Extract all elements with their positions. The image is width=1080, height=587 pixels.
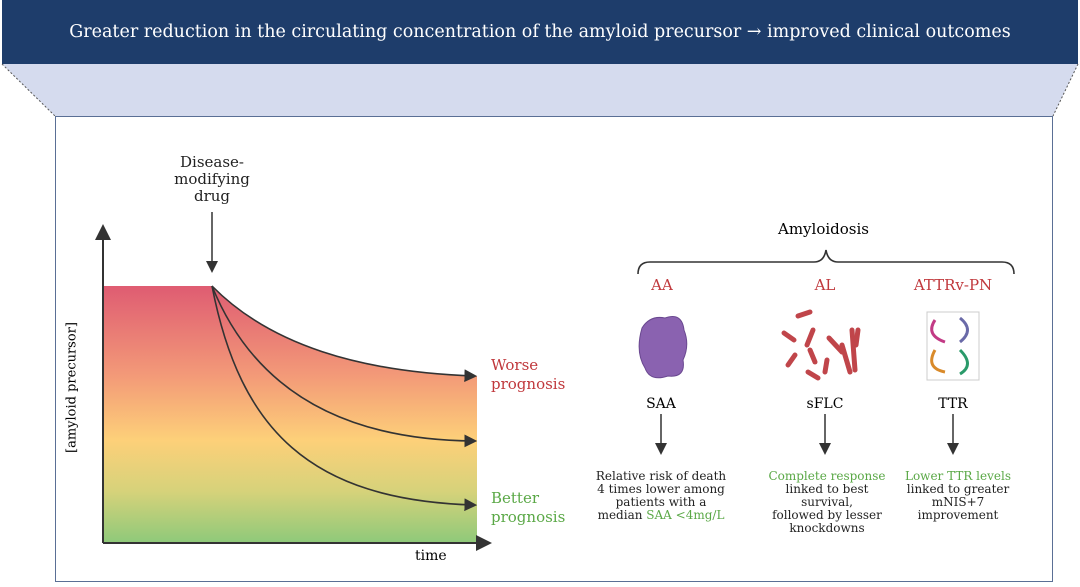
outcome-al-text: linked to best survival, followed by les…: [772, 482, 882, 535]
protein-saa: SAA: [646, 396, 676, 412]
curve-better: [211, 285, 478, 512]
saa-protein-icon: [638, 316, 688, 379]
gradient-area: [103, 286, 477, 543]
outcome-attr-text: linked to greater mNIS+7 improvement: [906, 482, 1010, 522]
amyloidosis-brace: [637, 249, 1015, 275]
outcome-aa-text: Relative risk of death 4 times lower amo…: [595, 469, 727, 522]
type-attrv-pn: ATTRv-PN: [913, 276, 993, 294]
protein-ttr: TTR: [938, 396, 968, 412]
header-banner: Greater reduction in the circulating con…: [2, 0, 1078, 64]
better-prognosis-label: Better prognosis: [491, 489, 566, 526]
outcome-al-highlight: Complete response: [768, 469, 886, 483]
ttr-tetramer-icon: [926, 311, 980, 381]
outcome-aa: Relative risk of death 4 times lower amo…: [586, 470, 736, 522]
x-axis-label: time: [415, 548, 447, 564]
outcome-al: Complete response linked to best survival…: [760, 470, 894, 535]
worse-prognosis-label: Worse prognosis: [491, 356, 566, 393]
drug-label: Disease- modifying drug: [174, 153, 250, 205]
y-axis-label: [amyloid precursor]: [64, 322, 80, 453]
outcome-attr-highlight: Lower TTR levels: [904, 469, 1011, 483]
light-chain-icon: [781, 309, 861, 381]
curve-worse: [211, 285, 478, 383]
curve-mid: [211, 285, 478, 448]
header-title: Greater reduction in the circulating con…: [69, 22, 1011, 42]
amyloidosis-title: Amyloidosis: [778, 220, 869, 238]
protein-sflc: sFLC: [806, 396, 844, 412]
outcome-aa-highlight: SAA <4mg/L: [646, 508, 725, 522]
type-aa: AA: [651, 276, 673, 294]
outcome-attr: Lower TTR levels linked to greater mNIS+7…: [898, 470, 1018, 522]
type-al: AL: [814, 276, 836, 294]
